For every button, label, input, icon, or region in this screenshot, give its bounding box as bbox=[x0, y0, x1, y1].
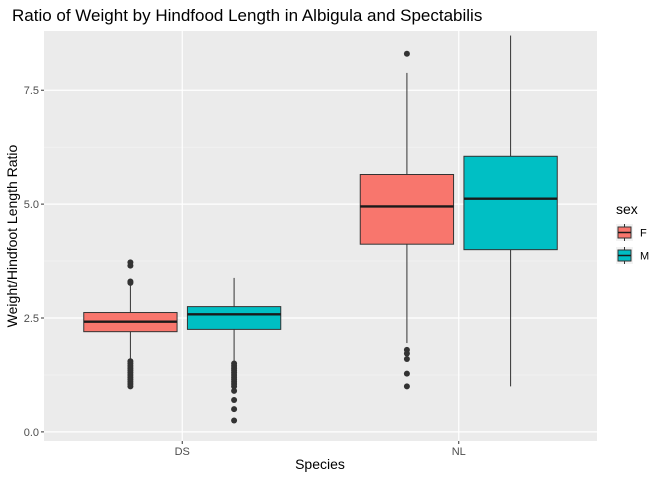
legend-item-F: F bbox=[616, 224, 647, 241]
y-tick-label: 0.0 bbox=[24, 427, 39, 439]
x-axis: DS NL bbox=[175, 441, 466, 458]
box-body bbox=[186, 306, 282, 330]
y-axis-title: Weight/Hindfoot Length Ratio bbox=[4, 144, 20, 327]
outlier-point bbox=[403, 383, 410, 390]
legend-item-M: M bbox=[616, 247, 649, 264]
outlier-point bbox=[403, 356, 410, 362]
outlier-point bbox=[231, 397, 238, 403]
y-tick-label: 5.0 bbox=[24, 199, 39, 211]
outlier-point bbox=[127, 262, 134, 269]
legend-title: sex bbox=[616, 201, 638, 217]
legend-label: F bbox=[640, 228, 647, 240]
y-tick-label: 7.5 bbox=[24, 85, 39, 97]
outlier-point bbox=[127, 383, 134, 390]
boxplots bbox=[83, 35, 558, 424]
outlier-point bbox=[127, 279, 134, 286]
outlier-point bbox=[231, 387, 238, 394]
box-DS-M bbox=[186, 277, 282, 424]
chart-title: Ratio of Weight by Hindfood Length in Al… bbox=[12, 6, 482, 25]
y-axis: 0.0 2.5 5.0 7.5 bbox=[24, 85, 44, 439]
box-body bbox=[463, 155, 558, 251]
outlier-point bbox=[403, 50, 410, 57]
legend: sex FM bbox=[616, 201, 649, 264]
box-body bbox=[359, 174, 455, 245]
outlier-point bbox=[403, 370, 410, 377]
box-NL-F bbox=[359, 50, 455, 390]
outlier-point bbox=[403, 350, 410, 357]
x-tick-label: DS bbox=[175, 446, 190, 458]
y-tick-label: 2.5 bbox=[24, 313, 39, 325]
outlier-point bbox=[231, 406, 238, 413]
outlier-point bbox=[231, 383, 238, 390]
box-DS-F bbox=[83, 259, 178, 390]
x-tick-label: NL bbox=[452, 446, 466, 458]
box-NL-M bbox=[463, 35, 558, 387]
legend-items: FM bbox=[616, 224, 649, 264]
x-axis-title: Species bbox=[295, 456, 345, 472]
legend-label: M bbox=[640, 251, 649, 263]
outlier-point bbox=[231, 417, 238, 424]
